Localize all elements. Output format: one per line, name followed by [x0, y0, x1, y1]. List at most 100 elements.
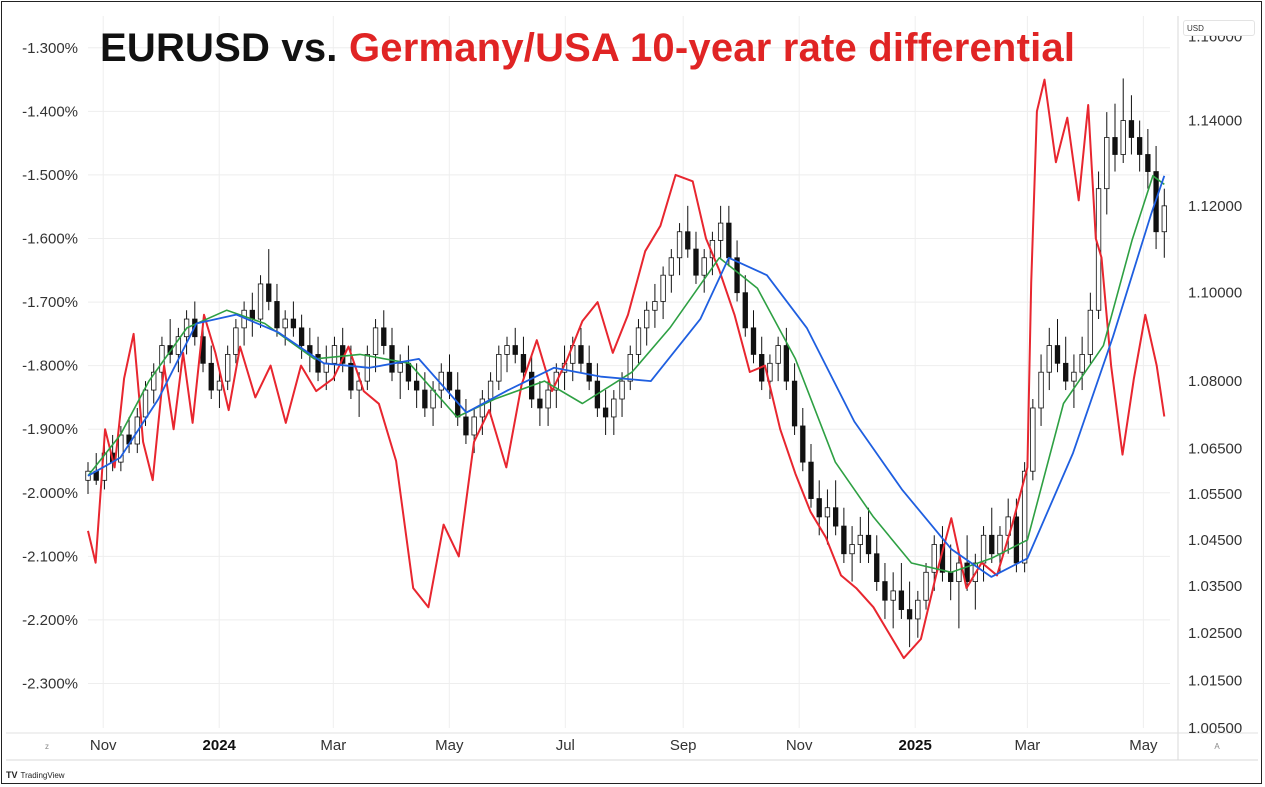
candle-down: [1054, 345, 1061, 364]
right-tick-label: 1.06500: [1188, 441, 1242, 458]
x-tick-label: Nov: [90, 737, 117, 754]
candle-up: [151, 371, 157, 391]
candle-down: [1128, 120, 1135, 138]
right-tick-label: 1.10000: [1188, 285, 1242, 302]
x-tick-label: Sep: [670, 737, 697, 754]
candle-down: [865, 534, 872, 555]
x-tick-label: May: [435, 737, 464, 754]
right-tick-label: 1.14000: [1188, 113, 1242, 130]
candle-down: [381, 327, 387, 346]
candle-up: [323, 362, 329, 373]
candle-down: [989, 534, 995, 555]
candle-down: [520, 354, 527, 373]
candle-down: [906, 609, 913, 620]
candle-down: [389, 345, 395, 373]
currency-label[interactable]: USD: [1183, 20, 1255, 36]
left-tick-label: -2.200%: [22, 612, 78, 629]
candle-up: [923, 571, 929, 601]
candle-down: [446, 371, 453, 391]
right-tick-label: 1.08000: [1188, 373, 1242, 390]
candle-down: [964, 562, 970, 582]
candle-down: [512, 345, 518, 355]
moving-average-blue-line: [87, 175, 1166, 578]
candle-up: [890, 590, 896, 601]
candle-up: [627, 354, 633, 382]
candle-up: [331, 345, 338, 364]
right-axis-ticks: 1.160001.140001.120001.100001.080001.065…: [1188, 29, 1242, 737]
candle-down: [841, 525, 847, 555]
x-tick-label: 2024: [203, 737, 237, 754]
candle-down: [832, 507, 839, 527]
chart-title-primary: EURUSD vs.: [100, 26, 338, 70]
left-tick-label: -1.800%: [22, 358, 78, 375]
candle-down: [405, 362, 412, 382]
left-tick-label: -1.900%: [22, 421, 78, 438]
candle-up: [1046, 345, 1052, 373]
candle-up: [1030, 407, 1036, 472]
candle-down: [463, 416, 469, 436]
candle-up: [635, 327, 642, 355]
right-tick-label: 1.04500: [1188, 532, 1242, 549]
candle-down: [208, 362, 214, 391]
candle-down: [348, 362, 354, 391]
tradingview-mark-icon: TV: [6, 770, 18, 780]
candle-down: [808, 461, 814, 499]
candle-up: [849, 544, 855, 555]
candle-down: [693, 248, 699, 276]
candle-down: [783, 345, 790, 382]
left-tick-label: -2.100%: [22, 548, 78, 565]
candle-up: [1161, 205, 1167, 233]
candle-down: [750, 327, 757, 355]
candle-up: [980, 534, 987, 564]
candle-down: [266, 283, 272, 302]
candle-up: [397, 362, 403, 373]
left-axis-ticks: -1.300% -1.400% -1.500% -1.600% -1.700% -1.80…: [22, 40, 78, 693]
candle-up: [611, 398, 617, 418]
chart-title: EURUSD vs. Germany/USA 10-year rate diff…: [100, 26, 1075, 71]
candle-down: [413, 380, 420, 391]
candle-down: [290, 318, 297, 329]
left-tick-label: -2.300%: [22, 676, 78, 693]
x-tick-label: Nov: [786, 737, 813, 754]
candle-up: [668, 257, 674, 276]
candle-up: [915, 599, 921, 620]
candle-down: [734, 257, 740, 294]
candle-down: [1063, 362, 1069, 382]
candle-up: [216, 380, 223, 391]
left-corner-button[interactable]: z: [45, 742, 49, 751]
candle-up: [767, 362, 773, 382]
x-tick-label: 2025: [899, 737, 932, 754]
auto-scale-button[interactable]: A: [1214, 742, 1220, 751]
candle-up: [1104, 137, 1110, 190]
candle-up: [496, 354, 502, 382]
right-tick-label: 1.05500: [1188, 486, 1242, 503]
candle-down: [874, 553, 880, 582]
candle-down: [726, 222, 732, 259]
left-tick-label: -1.700%: [22, 294, 78, 311]
left-tick-label: -1.600%: [22, 231, 78, 248]
right-tick-label: 1.01500: [1188, 672, 1242, 689]
candle-up: [142, 389, 149, 418]
candle-up: [471, 416, 477, 436]
candle-down: [742, 292, 748, 329]
candle-down: [800, 425, 806, 463]
candle-up: [225, 354, 231, 382]
candle-up: [1038, 371, 1044, 409]
candle-up: [175, 336, 182, 355]
candle-up: [1079, 354, 1085, 373]
candle-up: [479, 398, 486, 418]
right-tick-label: 1.02500: [1188, 625, 1242, 642]
candle-up: [652, 301, 658, 311]
candle-down: [1136, 137, 1143, 155]
candle-up: [644, 309, 650, 329]
candle-up: [545, 389, 551, 409]
candle-down: [315, 354, 321, 373]
left-tick-label: -1.400%: [22, 103, 78, 120]
candle-up: [372, 327, 379, 355]
axis-separators: [6, 16, 1258, 761]
moving-average-green-line: [87, 175, 1165, 574]
candle-up: [824, 507, 831, 518]
candle-down: [274, 301, 280, 329]
candle-up: [997, 534, 1003, 555]
candle-up: [233, 327, 239, 355]
